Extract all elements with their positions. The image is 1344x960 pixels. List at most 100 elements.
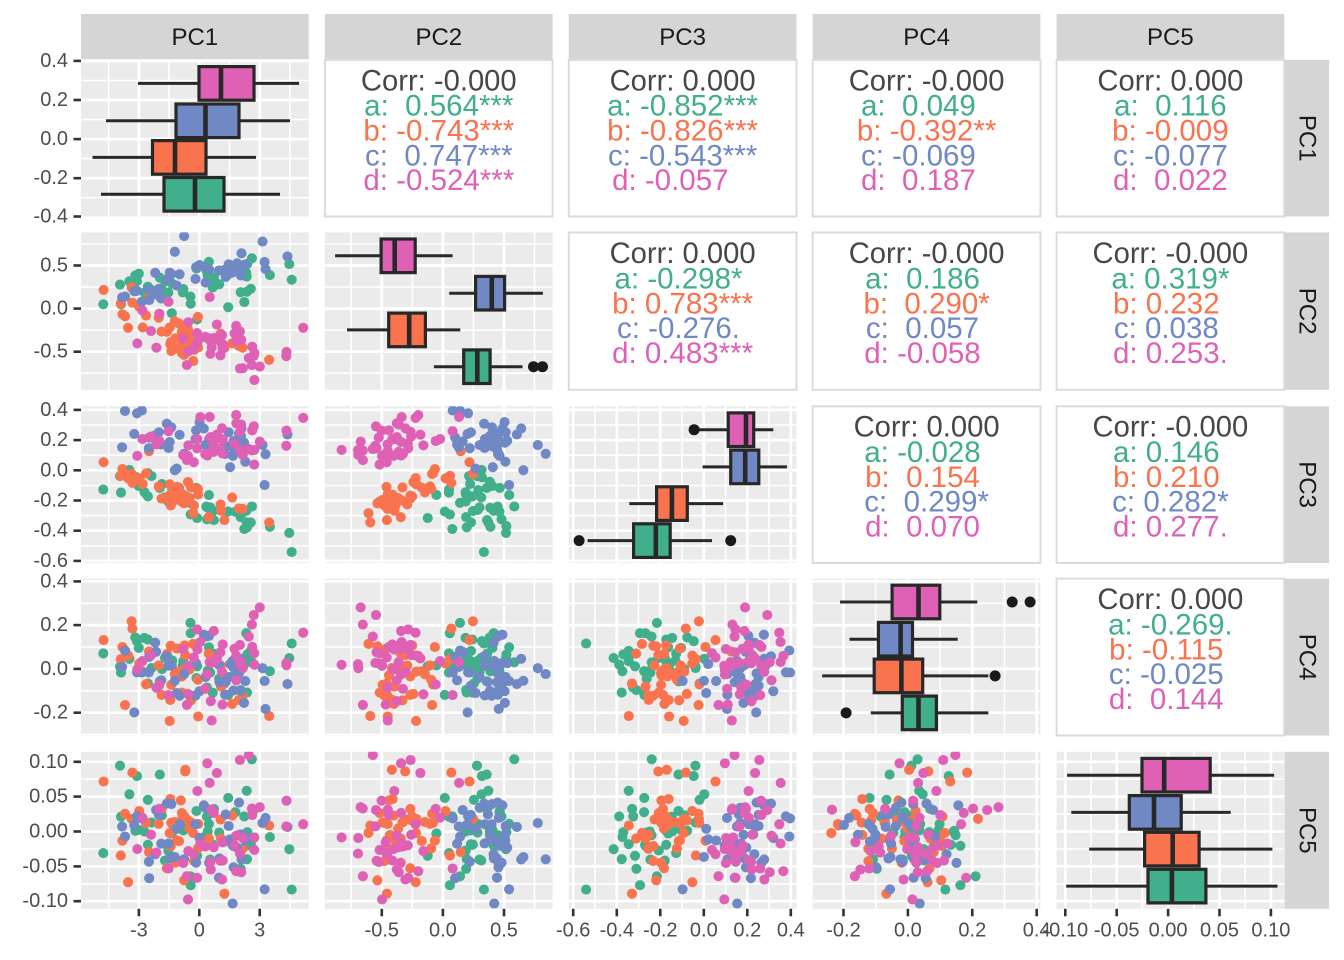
svg-text:b: 0.154: b: 0.154 bbox=[865, 461, 988, 494]
svg-text:0.4: 0.4 bbox=[777, 920, 805, 942]
svg-text:a: 0.146: a: 0.146 bbox=[1113, 436, 1228, 469]
svg-text:0.0: 0.0 bbox=[40, 459, 68, 481]
svg-text:-0.4: -0.4 bbox=[34, 206, 68, 228]
svg-text:0.0: 0.0 bbox=[40, 298, 68, 320]
svg-text:b: -0.392**: b: -0.392** bbox=[857, 114, 997, 147]
svg-text:PC4: PC4 bbox=[903, 24, 950, 51]
svg-text:0.4: 0.4 bbox=[40, 570, 68, 592]
svg-text:d: 0.187: d: 0.187 bbox=[861, 164, 992, 197]
svg-text:d: 0.144: d: 0.144 bbox=[1109, 683, 1232, 716]
svg-text:0.05: 0.05 bbox=[1200, 920, 1239, 942]
svg-text:PC2: PC2 bbox=[1293, 288, 1320, 335]
svg-text:0.2: 0.2 bbox=[40, 429, 68, 451]
svg-text:Corr: -0.000: Corr: -0.000 bbox=[1093, 412, 1249, 444]
svg-text:Corr: -0.000: Corr: -0.000 bbox=[361, 65, 517, 97]
svg-text:d: 0.022: d: 0.022 bbox=[1113, 164, 1228, 197]
svg-text:a: 0.186: a: 0.186 bbox=[865, 263, 988, 296]
svg-text:d: -0.057: d: -0.057 bbox=[612, 164, 753, 197]
svg-text:d: 0.483***: d: 0.483*** bbox=[612, 337, 754, 370]
svg-text:PC1: PC1 bbox=[1293, 115, 1320, 162]
svg-text:-0.6: -0.6 bbox=[556, 920, 590, 942]
svg-text:0.2: 0.2 bbox=[40, 614, 68, 636]
svg-text:d: 0.253.: d: 0.253. bbox=[1113, 337, 1228, 370]
svg-text:0.05: 0.05 bbox=[29, 786, 68, 808]
svg-text:0.2: 0.2 bbox=[733, 920, 761, 942]
svg-text:c: -0.069: c: -0.069 bbox=[861, 139, 992, 172]
svg-text:-0.2: -0.2 bbox=[643, 920, 677, 942]
svg-text:Corr: 0.000: Corr: 0.000 bbox=[610, 65, 756, 97]
svg-text:0.0: 0.0 bbox=[690, 920, 718, 942]
svg-text:c: 0.282*: c: 0.282* bbox=[1112, 486, 1229, 519]
svg-text:a: -0.028: a: -0.028 bbox=[864, 436, 989, 469]
svg-text:0.00: 0.00 bbox=[1149, 920, 1188, 942]
svg-text:-0.4: -0.4 bbox=[34, 520, 68, 542]
svg-text:0.2: 0.2 bbox=[40, 89, 68, 111]
svg-text:PC5: PC5 bbox=[1293, 807, 1320, 854]
svg-text:-0.2: -0.2 bbox=[34, 702, 68, 724]
svg-text:b: 0.783***: b: 0.783*** bbox=[612, 287, 754, 320]
svg-text:a: -0.269.: a: -0.269. bbox=[1108, 609, 1233, 642]
svg-text:-0.10: -0.10 bbox=[1043, 920, 1089, 942]
svg-text:Corr: -0.000: Corr: -0.000 bbox=[849, 65, 1005, 97]
svg-text:a: 0.049: a: 0.049 bbox=[861, 90, 992, 123]
svg-text:Corr: -0.000: Corr: -0.000 bbox=[1093, 238, 1249, 270]
svg-text:-0.6: -0.6 bbox=[34, 550, 68, 572]
svg-text:0.10: 0.10 bbox=[29, 751, 68, 773]
svg-text:b: 0.232: b: 0.232 bbox=[1113, 287, 1228, 320]
svg-text:PC5: PC5 bbox=[1147, 24, 1194, 51]
svg-text:Corr: 0.000: Corr: 0.000 bbox=[854, 412, 1000, 444]
svg-text:0.2: 0.2 bbox=[958, 920, 986, 942]
svg-text:Corr: 0.000: Corr: 0.000 bbox=[610, 238, 756, 270]
svg-text:d: -0.524***: d: -0.524*** bbox=[363, 164, 514, 197]
svg-text:-0.05: -0.05 bbox=[22, 855, 68, 877]
svg-text:b: 0.290*: b: 0.290* bbox=[863, 287, 990, 320]
svg-text:Corr: 0.000: Corr: 0.000 bbox=[1097, 584, 1243, 616]
svg-text:d: 0.070: d: 0.070 bbox=[865, 510, 988, 543]
svg-text:a: -0.298*: a: -0.298* bbox=[615, 263, 751, 296]
svg-text:c: 0.038: c: 0.038 bbox=[1114, 312, 1227, 345]
svg-text:-3: -3 bbox=[130, 920, 148, 942]
svg-text:PC3: PC3 bbox=[659, 24, 706, 51]
svg-text:0.4: 0.4 bbox=[40, 399, 68, 421]
svg-text:-0.05: -0.05 bbox=[1094, 920, 1140, 942]
svg-text:c: 0.057: c: 0.057 bbox=[866, 312, 987, 345]
svg-text:0.0: 0.0 bbox=[40, 658, 68, 680]
svg-text:-0.5: -0.5 bbox=[34, 341, 68, 363]
svg-text:d: 0.277.: d: 0.277. bbox=[1113, 510, 1228, 543]
svg-text:a: -0.852***: a: -0.852*** bbox=[607, 90, 758, 123]
svg-text:PC2: PC2 bbox=[415, 24, 462, 51]
svg-text:0.00: 0.00 bbox=[29, 821, 68, 843]
svg-text:PC3: PC3 bbox=[1293, 461, 1320, 508]
svg-text:-0.2: -0.2 bbox=[34, 490, 68, 512]
svg-text:-0.10: -0.10 bbox=[22, 890, 68, 912]
svg-text:c: -0.276.: c: -0.276. bbox=[617, 312, 748, 345]
svg-text:a: 0.319*: a: 0.319* bbox=[1111, 263, 1230, 296]
svg-text:d: -0.058: d: -0.058 bbox=[864, 337, 989, 370]
svg-text:0: 0 bbox=[194, 920, 205, 942]
svg-text:c: -0.025: c: -0.025 bbox=[1109, 658, 1232, 691]
svg-text:0.4: 0.4 bbox=[40, 50, 68, 72]
svg-text:b: -0.826***: b: -0.826*** bbox=[607, 114, 758, 147]
svg-text:b: 0.210: b: 0.210 bbox=[1113, 461, 1228, 494]
svg-text:c: 0.299*: c: 0.299* bbox=[864, 486, 989, 519]
svg-text:b: -0.009: b: -0.009 bbox=[1112, 114, 1228, 147]
svg-text:a: 0.564***: a: 0.564*** bbox=[364, 90, 514, 123]
svg-text:Corr: 0.000: Corr: 0.000 bbox=[1097, 65, 1243, 97]
svg-text:b: -0.743***: b: -0.743*** bbox=[363, 114, 514, 147]
svg-text:0.5: 0.5 bbox=[490, 920, 518, 942]
svg-text:b: -0.115: b: -0.115 bbox=[1109, 633, 1231, 666]
svg-text:-0.5: -0.5 bbox=[365, 920, 399, 942]
svg-text:-0.4: -0.4 bbox=[600, 920, 634, 942]
svg-text:PC4: PC4 bbox=[1293, 634, 1320, 681]
svg-text:3: 3 bbox=[254, 920, 265, 942]
svg-text:PC1: PC1 bbox=[171, 24, 218, 51]
svg-text:-0.2: -0.2 bbox=[826, 920, 860, 942]
svg-text:c: -0.543***: c: -0.543*** bbox=[608, 139, 758, 172]
svg-text:0.4: 0.4 bbox=[1023, 920, 1051, 942]
svg-text:a: 0.116: a: 0.116 bbox=[1114, 90, 1227, 123]
svg-text:0.0: 0.0 bbox=[40, 128, 68, 150]
svg-text:c: -0.077: c: -0.077 bbox=[1113, 139, 1228, 172]
svg-text:0.0: 0.0 bbox=[429, 920, 457, 942]
svg-text:-0.2: -0.2 bbox=[34, 167, 68, 189]
svg-text:0.5: 0.5 bbox=[40, 255, 68, 277]
